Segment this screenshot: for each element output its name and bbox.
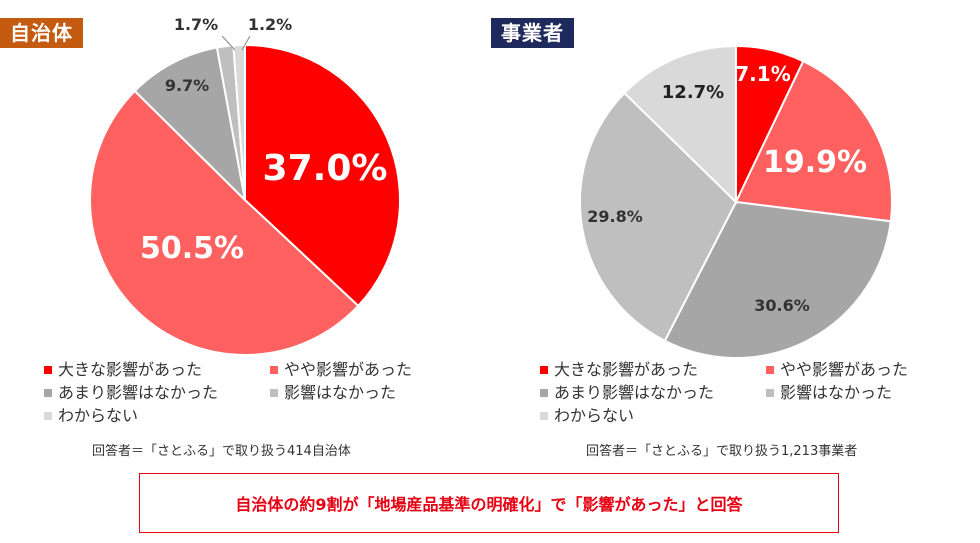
respondent-note-municipalities: 回答者＝「さとふる」で取り扱う414自治体: [92, 444, 351, 459]
legend-swatch: [270, 365, 278, 374]
pie-value-label: 12.7%: [662, 82, 724, 103]
pie-value-label: 1.7%: [174, 15, 218, 34]
legend-swatch: [766, 388, 774, 397]
legend-municipalities: 大きな影響があった やや影響があった あまり影響はなかった 影響はなかった わか…: [44, 358, 428, 427]
legend-swatch: [44, 365, 52, 374]
panel-tag-municipalities: 自治体: [0, 18, 83, 48]
pie-value-label: 7.1%: [735, 62, 790, 86]
legend-item: やや影響があった: [766, 358, 908, 381]
legend-label: 大きな影響があった: [58, 360, 203, 379]
legend-label: 大きな影響があった: [554, 360, 699, 379]
pie-slice: [89, 89, 360, 356]
legend-item: わからない: [540, 404, 634, 427]
legend-swatch: [44, 411, 52, 420]
pie-value-label: 50.5%: [140, 231, 244, 266]
leader-line: [241, 35, 251, 51]
pie-value-label: 9.7%: [165, 76, 209, 95]
legend-swatch: [270, 388, 278, 397]
legend-swatch: [540, 388, 548, 397]
legend-label: あまり影響はなかった: [58, 383, 219, 402]
pie-slice: [734, 59, 893, 223]
legend-item: 大きな影響があった: [44, 358, 254, 381]
legend-label: やや影響があった: [780, 360, 909, 379]
pie-value-label: 19.9%: [763, 145, 867, 180]
pie-slice: [133, 46, 247, 203]
legend-label: わからない: [554, 406, 635, 425]
legend-item: 影響はなかった: [766, 381, 892, 404]
legend-item: あまり影響はなかった: [44, 381, 254, 404]
legend-label: 影響はなかった: [284, 383, 397, 402]
legend-item: あまり影響はなかった: [540, 381, 750, 404]
summary-banner: 自治体の約9割が「地場産品基準の明確化」で「影響があった」と回答: [139, 473, 839, 533]
pie-slice: [244, 43, 401, 308]
legend-swatch: [540, 411, 548, 420]
pie-slice: [622, 44, 737, 205]
legend-swatch: [44, 388, 52, 397]
legend-label: 影響はなかった: [780, 383, 893, 402]
legend-label: やや影響があった: [284, 360, 413, 379]
legend-swatch: [766, 365, 774, 374]
respondent-note-businesses: 回答者＝「さとふる」で取り扱う1,213事業者: [586, 444, 858, 459]
legend-item: 影響はなかった: [270, 381, 396, 404]
legend-label: あまり影響はなかった: [554, 383, 715, 402]
pie-value-label: 30.6%: [754, 296, 810, 315]
pie-value-label: 29.8%: [587, 207, 643, 226]
pie-value-label: 37.0%: [263, 148, 388, 189]
legend-swatch: [540, 365, 548, 374]
pie-value-label: 1.2%: [248, 15, 292, 34]
panel-tag-businesses: 事業者: [491, 18, 574, 48]
pie-slice: [579, 91, 738, 343]
legend-businesses: 大きな影響があった やや影響があった あまり影響はなかった 影響はなかった わか…: [540, 358, 924, 427]
legend-item: 大きな影響があった: [540, 358, 750, 381]
pie-slice: [663, 200, 892, 359]
leader-line: [221, 35, 236, 51]
legend-item: わからない: [44, 404, 138, 427]
legend-label: わからない: [58, 406, 139, 425]
legend-item: やや影響があった: [270, 358, 412, 381]
